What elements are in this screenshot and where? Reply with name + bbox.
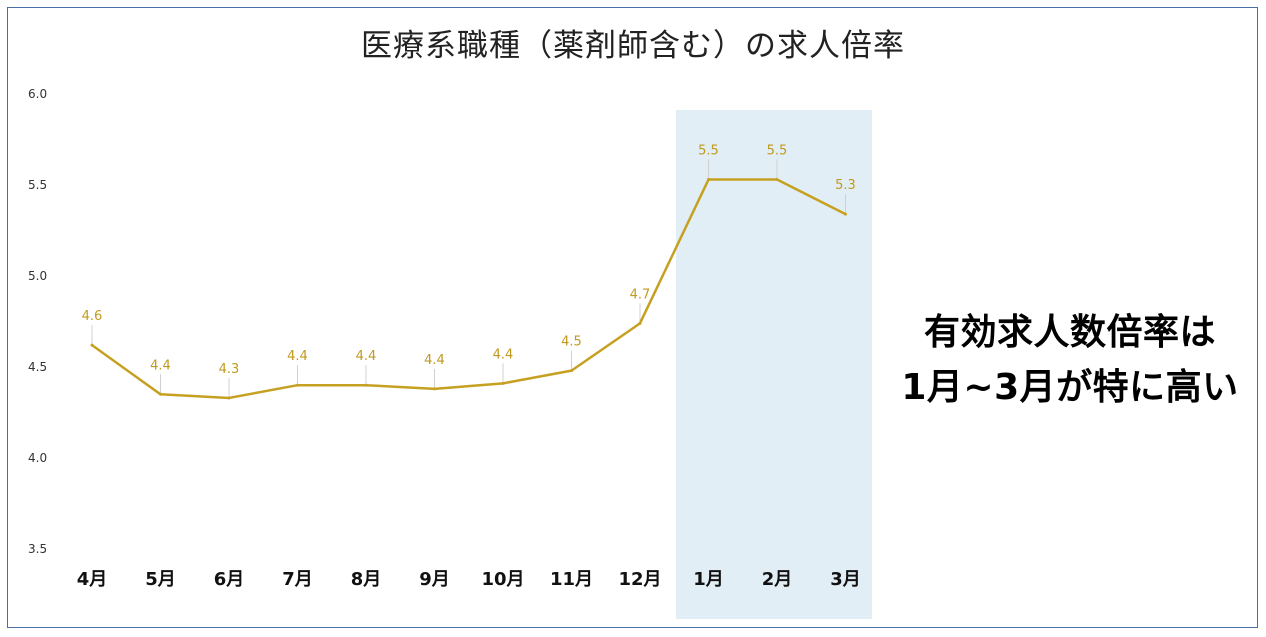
data-label: 4.7: [630, 287, 651, 302]
x-tick-label: 7月: [282, 569, 313, 590]
data-point: [364, 383, 368, 387]
data-point: [227, 396, 231, 400]
x-tick-label: 12月: [618, 569, 661, 590]
x-tick-label: 10月: [481, 569, 524, 590]
data-point: [570, 369, 573, 373]
x-tick-label: 1月: [693, 569, 724, 590]
x-tick-label: 4月: [77, 569, 108, 590]
data-label: 4.6: [82, 309, 103, 324]
data-label: 4.3: [219, 362, 240, 377]
y-tick-label: 5.0: [28, 269, 47, 283]
x-tick-label: 8月: [351, 569, 382, 590]
chart-title: 医療系職種（薬剤師含む）の求人倍率: [361, 28, 905, 64]
data-point: [433, 387, 436, 391]
data-label: 4.4: [287, 349, 308, 364]
annotation-text: 有効求人数倍率は 1月~3月が特に高い: [876, 305, 1264, 415]
highlight-band: [676, 110, 872, 619]
x-tick-label: 5月: [145, 569, 176, 590]
y-tick-label: 4.0: [28, 451, 47, 465]
data-label: 5.5: [698, 144, 719, 159]
y-tick-label: 3.5: [28, 542, 47, 556]
data-point: [775, 178, 779, 182]
data-label: 4.4: [150, 358, 171, 373]
x-tick-label: 11月: [550, 569, 593, 590]
data-point: [90, 343, 94, 347]
data-label: 4.4: [424, 353, 445, 368]
data-label: 5.3: [835, 178, 856, 193]
data-point: [159, 392, 162, 396]
data-label: 4.4: [493, 347, 514, 362]
chart-frame: 医療系職種（薬剤師含む）の求人倍率: [7, 7, 1258, 628]
x-tick-label: 6月: [214, 569, 245, 590]
data-point: [296, 383, 299, 387]
data-label: 5.5: [767, 144, 788, 159]
x-tick-label: 3月: [830, 569, 861, 590]
annotation-line-2: 1月~3月が特に高い: [901, 367, 1239, 408]
series-line: [91, 178, 847, 400]
data-point: [707, 178, 710, 182]
x-tick-label: 9月: [419, 569, 450, 590]
data-point: [844, 212, 847, 216]
data-label: 4.5: [561, 335, 582, 350]
y-tick-label: 5.5: [28, 178, 47, 192]
data-point: [638, 321, 642, 325]
x-tick-label: 2月: [762, 569, 793, 590]
y-tick-label: 6.0: [28, 87, 47, 101]
y-tick-label: 4.5: [28, 360, 47, 374]
annotation-line-1: 有効求人数倍率は: [923, 312, 1216, 353]
data-point: [501, 381, 505, 385]
data-label: 4.4: [356, 349, 377, 364]
